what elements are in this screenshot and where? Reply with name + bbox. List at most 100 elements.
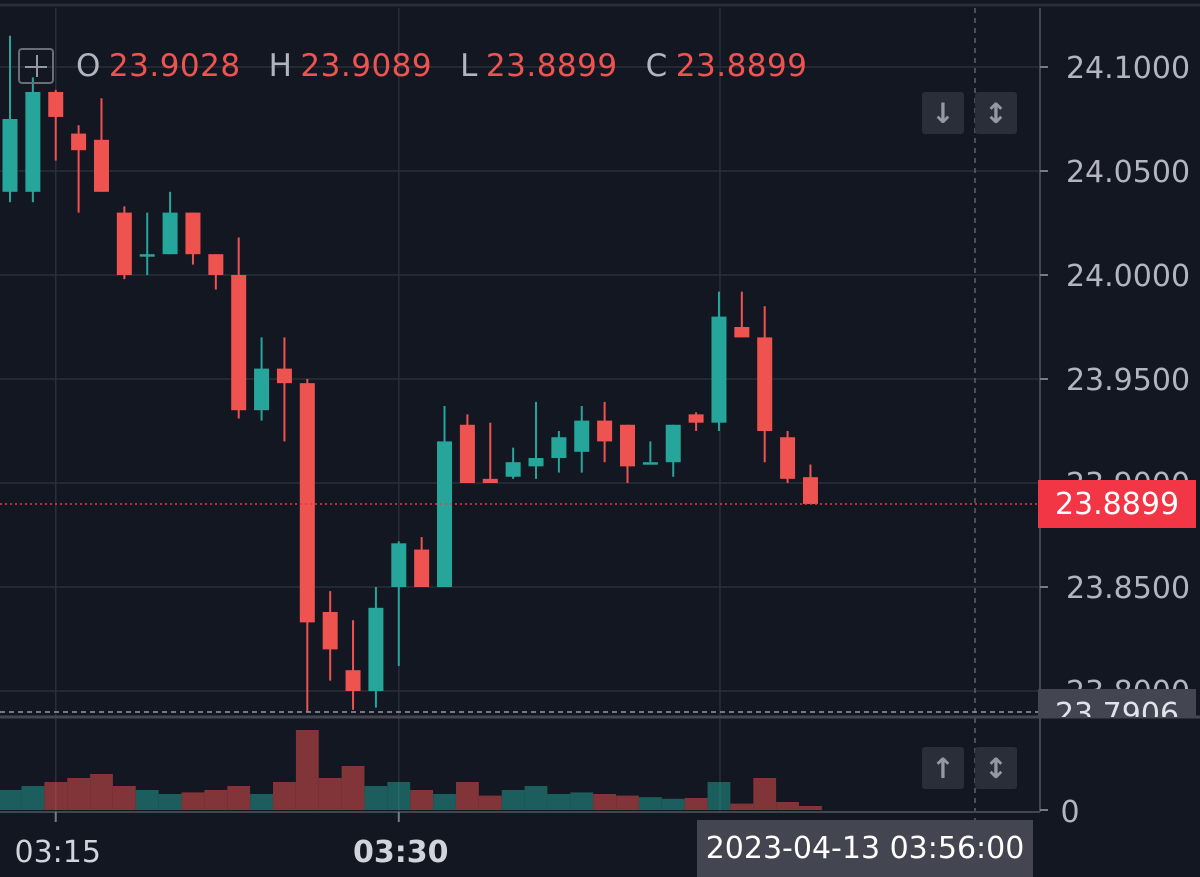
candle-03:32 bbox=[437, 406, 453, 587]
candle-body bbox=[574, 420, 590, 452]
candle-03:37 bbox=[551, 431, 567, 473]
time-tick-label: 03:30 bbox=[353, 835, 449, 870]
candle-body bbox=[276, 368, 292, 384]
candle-body bbox=[619, 424, 635, 467]
volume-bar-03:41 bbox=[638, 797, 662, 810]
arrow-up-icon[interactable]: ↑ bbox=[922, 747, 964, 789]
last-price-label: 23.8899 bbox=[1038, 480, 1196, 528]
time-tick-label: 03:15 bbox=[15, 835, 101, 870]
candle-03:27 bbox=[322, 591, 338, 681]
candle-body bbox=[802, 477, 818, 505]
candle-body bbox=[322, 611, 338, 650]
candle-03:39 bbox=[597, 401, 613, 463]
low-value: 23.8899 bbox=[485, 48, 618, 84]
volume-bar-03:32 bbox=[433, 794, 456, 810]
volume-bar-03:43 bbox=[684, 798, 708, 810]
price-tick-label: 24.0000 bbox=[1066, 259, 1190, 294]
low-key: L bbox=[460, 48, 478, 84]
price-tick-label: 24.1000 bbox=[1066, 51, 1190, 86]
volume-bar-03:21 bbox=[181, 792, 205, 810]
volume-bar-03:36 bbox=[524, 786, 548, 810]
candle-body bbox=[254, 368, 270, 411]
candle-03:45 bbox=[734, 291, 750, 338]
candle-body bbox=[505, 462, 521, 477]
candle-03:30 bbox=[391, 541, 407, 667]
high-value: 23.9089 bbox=[300, 48, 433, 84]
candle-03:20 bbox=[162, 191, 178, 255]
candle-body bbox=[528, 458, 544, 467]
candle-body bbox=[345, 670, 361, 691]
candle-body bbox=[757, 337, 773, 431]
volume-bar-03:15 bbox=[44, 782, 68, 810]
candle-03:41 bbox=[642, 441, 658, 465]
candle-body bbox=[231, 275, 247, 411]
candle-body bbox=[185, 212, 201, 255]
candle-03:23 bbox=[231, 237, 247, 419]
volume-bar-03:26 bbox=[295, 730, 319, 810]
price-tick-label: 23.9500 bbox=[1066, 363, 1190, 398]
candle-03:35 bbox=[505, 447, 521, 479]
volume-bar-03:34 bbox=[478, 795, 502, 810]
candles bbox=[2, 35, 818, 712]
candle-body bbox=[116, 212, 132, 275]
crosshair-time-label: 2023-04-13 03:56:00 bbox=[697, 820, 1033, 877]
candle-body bbox=[299, 383, 315, 623]
volume-bar-03:17 bbox=[90, 774, 113, 810]
plus-icon[interactable] bbox=[18, 48, 54, 84]
high-key: H bbox=[268, 48, 293, 84]
candle-03:26 bbox=[299, 379, 315, 712]
volume-bar-03:28 bbox=[341, 766, 365, 810]
candle-03:21 bbox=[185, 212, 201, 265]
volume-bar-03:20 bbox=[158, 794, 182, 810]
volume-bar-03:45 bbox=[730, 803, 754, 810]
candle-03:38 bbox=[574, 406, 590, 473]
volume-fit-icon[interactable]: ↕ bbox=[975, 747, 1017, 789]
candle-03:48 bbox=[802, 464, 818, 505]
candle-03:22 bbox=[208, 254, 224, 290]
volume-bars bbox=[0, 730, 822, 810]
volume-bar-03:48 bbox=[799, 806, 822, 810]
arrow-down-icon[interactable]: ↓ bbox=[922, 92, 964, 134]
candle-body bbox=[551, 437, 567, 459]
candle-body bbox=[48, 91, 64, 117]
price-tick-label: 23.8500 bbox=[1066, 571, 1190, 606]
volume-bar-03:33 bbox=[456, 782, 479, 810]
price-tick-label: 24.0500 bbox=[1066, 155, 1190, 190]
candle-body bbox=[208, 254, 224, 275]
volume-bar-03:30 bbox=[387, 782, 411, 810]
volume-bar-03:38 bbox=[570, 792, 594, 810]
candle-03:44 bbox=[711, 291, 727, 431]
candle-03:18 bbox=[116, 206, 132, 280]
volume-bar-03:13 bbox=[0, 790, 22, 810]
candle-03:40 bbox=[619, 424, 635, 483]
candle-body bbox=[459, 424, 475, 483]
volume-bar-03:37 bbox=[547, 794, 571, 810]
volume-bar-03:27 bbox=[318, 778, 342, 810]
volume-bar-03:29 bbox=[364, 786, 388, 810]
candle-body bbox=[665, 424, 681, 463]
candle-03:43 bbox=[688, 412, 704, 431]
close-value: 23.8899 bbox=[675, 48, 808, 84]
time-axis[interactable]: 03:15 03:30 bbox=[15, 812, 449, 870]
candle-03:24 bbox=[254, 337, 270, 421]
candle-03:29 bbox=[368, 587, 384, 708]
candle-body bbox=[734, 327, 750, 338]
candle-03:33 bbox=[459, 414, 475, 483]
candle-03:25 bbox=[276, 337, 292, 442]
volume-bar-03:31 bbox=[410, 790, 434, 810]
arrows-vertical-icon[interactable]: ↕ bbox=[975, 92, 1017, 134]
candle-body bbox=[414, 549, 430, 587]
volume-bar-03:23 bbox=[227, 786, 251, 810]
candle-03:15 bbox=[48, 89, 64, 161]
candle-body bbox=[391, 543, 407, 587]
candle-body bbox=[437, 441, 453, 587]
volume-bar-03:39 bbox=[593, 794, 617, 810]
volume-bar-03:22 bbox=[204, 790, 228, 810]
volume-bar-03:25 bbox=[273, 782, 296, 810]
chart-overlays bbox=[0, 503, 1040, 713]
candle-body bbox=[71, 133, 87, 151]
volume-bar-03:35 bbox=[501, 790, 525, 810]
candle-body bbox=[25, 91, 41, 192]
ohlc-legend: O 23.9028 H 23.9089 L 23.8899 C 23.8899 bbox=[18, 46, 807, 86]
